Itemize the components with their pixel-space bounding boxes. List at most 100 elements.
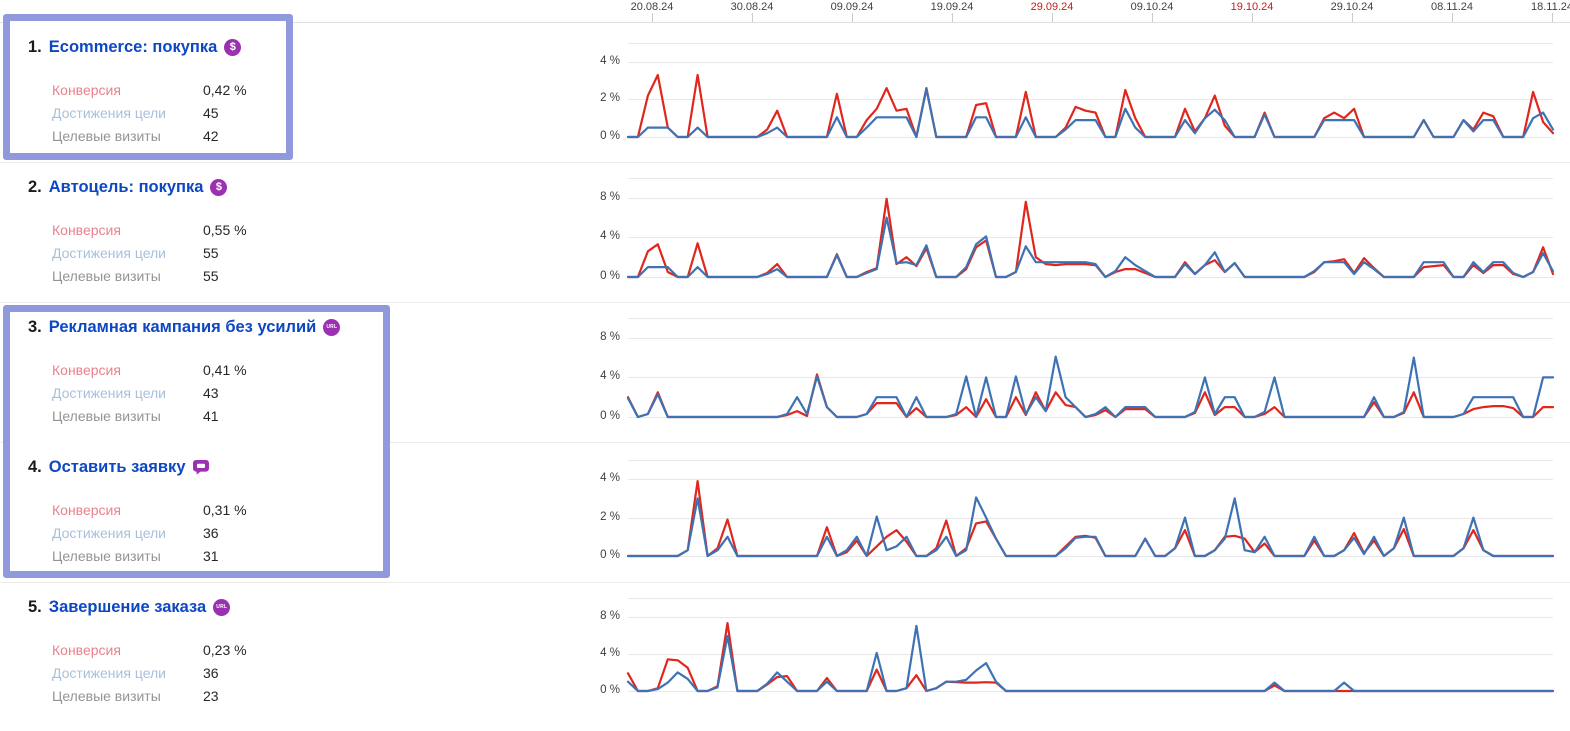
metric-value-visits: 23 (203, 687, 219, 704)
chart-ceiling-gridline (628, 178, 1553, 179)
goal-number: 3. (28, 317, 42, 336)
chart-zero-gridline (628, 277, 1553, 278)
goal-dollar-badge-icon: $ (210, 178, 228, 196)
y-axis-tick-label: 4 % (600, 230, 620, 243)
goal-url-badge-icon: URL (213, 598, 231, 616)
y-axis-tick-label: 8 % (600, 330, 620, 343)
goal-conversion-chart-4[interactable] (626, 460, 1555, 558)
x-axis-date-label: 20.08.24 (630, 1, 674, 13)
goal-conversion-chart-3[interactable] (626, 318, 1555, 419)
metric-row: Конверсия 0,23 % (52, 638, 247, 661)
metric-row: Достижения цели 55 (52, 241, 247, 264)
goal-conversion-chart-5[interactable] (626, 598, 1555, 693)
goal-number: 5. (28, 597, 42, 616)
x-axis-date-label: 19.09.24 (930, 1, 974, 13)
chart-gridline (628, 237, 1553, 239)
goal-title-link[interactable]: Автоцель: покупка (48, 177, 204, 196)
x-axis-tick-mark (1452, 13, 1453, 22)
metric-label-visits: Целевые визиты (52, 267, 161, 284)
metric-value-conversion: 0,31 % (203, 501, 247, 518)
metric-row: Конверсия 0,31 % (52, 498, 247, 521)
goal-title-link[interactable]: Ecommerce: покупка (48, 37, 218, 56)
x-axis-tick-mark (652, 13, 653, 22)
chart-ceiling-gridline (628, 598, 1553, 599)
metric-row: Достижения цели 36 (52, 661, 247, 684)
goal-number: 4. (28, 457, 42, 476)
x-axis-date-label: 30.08.24 (730, 1, 774, 13)
x-axis-date-label: 19.10.24 (1230, 1, 1274, 13)
metric-value-visits: 55 (203, 267, 219, 284)
goal-item: 1. Ecommerce: покупка $ Конверсия 0,42 % Дост… (28, 36, 247, 147)
metric-row: Конверсия 0,41 % (52, 358, 340, 381)
metric-row: Целевые визиты 55 (52, 264, 247, 287)
goal-title-link[interactable]: Оставить заявку (48, 457, 186, 476)
goal-conversion-chart-2[interactable] (626, 178, 1555, 279)
chart-gridline (628, 99, 1553, 101)
goal-conversion-chart-1[interactable] (626, 43, 1555, 139)
metric-value-conversion: 0,23 % (203, 641, 247, 658)
goal-item: 4. Оставить заявку Конверсия 0,31 % Достижен… (28, 456, 247, 567)
metric-row: Достижения цели 43 (52, 381, 340, 404)
metric-label-visits: Целевые визиты (52, 547, 161, 564)
y-axis-tick-label: 4 % (600, 472, 620, 485)
x-axis-tick-mark (1152, 13, 1153, 22)
goal-metrics: Конверсия 0,55 % Достижения цели 55 Целевые … (52, 218, 247, 287)
y-axis-tick-label: 8 % (600, 609, 620, 622)
metric-value-reaches: 36 (203, 524, 219, 541)
row-separator (0, 162, 1570, 163)
y-axis-tick-label: 0 % (600, 410, 620, 422)
metric-label-conversion: Конверсия (52, 81, 121, 98)
x-axis-date-label: 08.11.24 (1430, 1, 1474, 13)
chart-zero-gridline (628, 417, 1553, 418)
y-axis-tick-label: 4 % (600, 646, 620, 659)
y-axis-tick-label: 2 % (600, 510, 620, 523)
chart-zero-gridline (628, 137, 1553, 138)
metric-row: Целевые визиты 31 (52, 544, 247, 567)
chart-gridline (628, 197, 1553, 199)
metric-row: Достижения цели 45 (52, 101, 247, 124)
metric-value-reaches: 45 (203, 104, 219, 121)
y-axis-tick-label: 0 % (600, 130, 620, 142)
metric-label-reaches: Достижения цели (52, 104, 167, 121)
chart-gridline (628, 653, 1553, 655)
metric-row: Целевые визиты 41 (52, 404, 340, 427)
x-axis-tick-mark (752, 13, 753, 22)
red-series-line (626, 480, 1555, 558)
goal-dollar-badge-icon: $ (224, 38, 242, 56)
row-separator (0, 582, 1570, 583)
x-axis-date-label: 09.10.24 (1130, 1, 1174, 13)
goal-title-link[interactable]: Завершение заказа (48, 597, 207, 616)
goal-header: 1. Ecommerce: покупка $ (28, 36, 247, 58)
x-axis-date-label: 29.09.24 (1030, 1, 1074, 13)
y-axis-tick-label: 4 % (600, 54, 620, 67)
metric-label-visits: Целевые визиты (52, 687, 161, 704)
metric-row: Конверсия 0,42 % (52, 78, 247, 101)
blue-series-line (626, 216, 1555, 279)
selected-goal-highlight-box (3, 14, 293, 160)
goal-number: 1. (28, 37, 42, 56)
red-series-line (626, 373, 1555, 419)
blue-series-line (626, 496, 1555, 558)
goal-title-link[interactable]: Рекламная кампания без усилий (48, 317, 317, 336)
metric-label-reaches: Достижения цели (52, 384, 167, 401)
blue-series-line (626, 87, 1555, 139)
metric-value-visits: 42 (203, 127, 219, 144)
chart-gridline (628, 337, 1553, 339)
blue-series-line (626, 355, 1555, 419)
chart-zero-gridline (628, 556, 1553, 557)
metric-label-conversion: Конверсия (52, 501, 121, 518)
metric-value-reaches: 43 (203, 384, 219, 401)
chart-gridline (628, 517, 1553, 519)
goal-item: 5. Завершение заказа URL Конверсия 0,23 % Дос… (28, 596, 247, 707)
metric-label-conversion: Конверсия (52, 641, 121, 658)
y-axis-tick-label: 8 % (600, 190, 620, 203)
y-axis-tick-label: 4 % (600, 370, 620, 383)
row-separator (0, 442, 1570, 443)
x-axis-tick-mark (952, 13, 953, 22)
metric-label-reaches: Достижения цели (52, 244, 167, 261)
metric-value-reaches: 55 (203, 244, 219, 261)
metric-label-reaches: Достижения цели (52, 524, 167, 541)
metric-label-reaches: Достижения цели (52, 664, 167, 681)
metric-row: Целевые визиты 42 (52, 124, 247, 147)
